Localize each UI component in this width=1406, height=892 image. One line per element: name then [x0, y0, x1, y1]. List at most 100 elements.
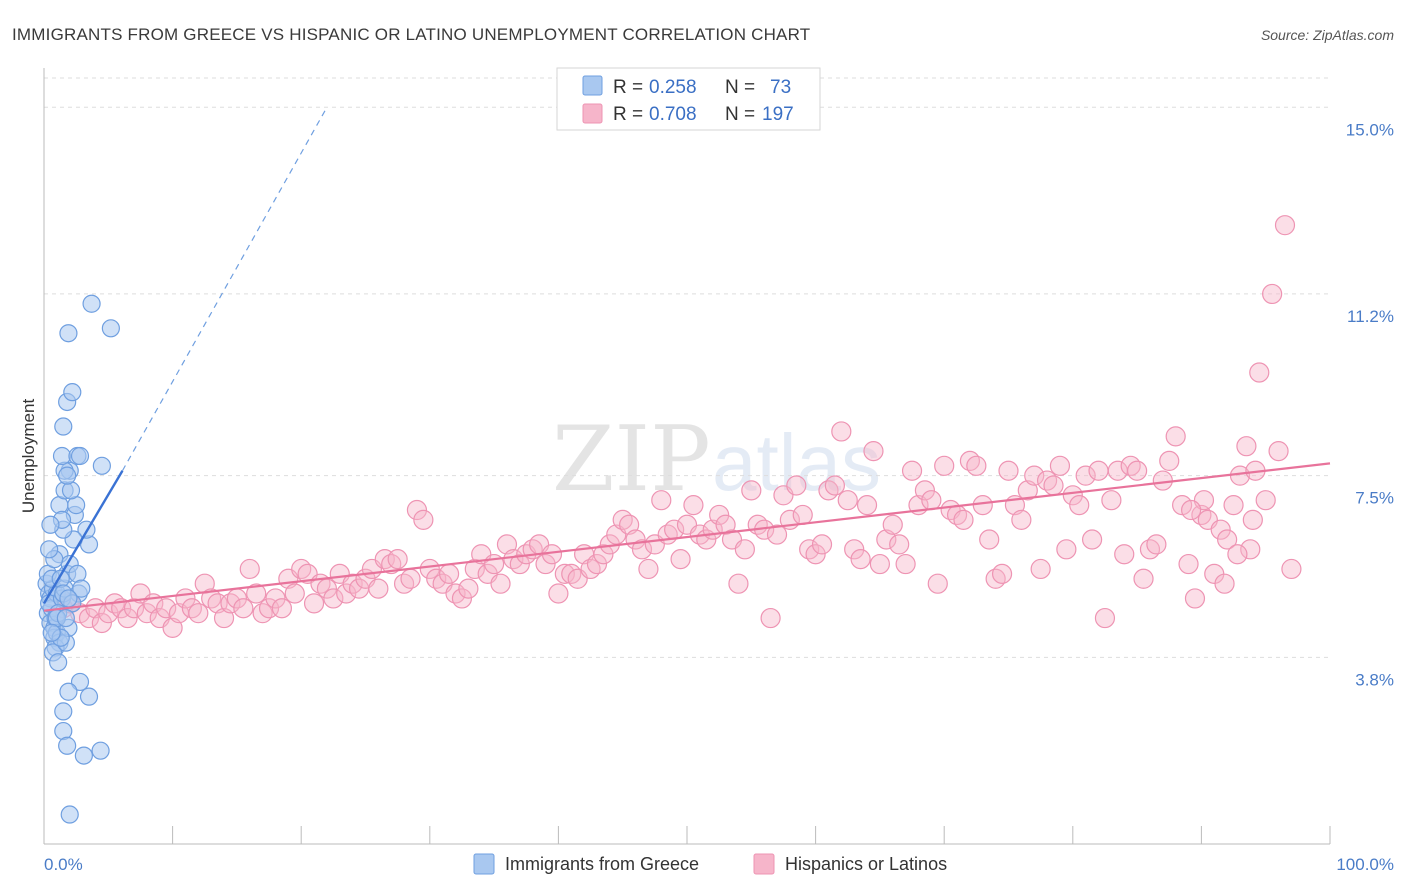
data-point-hispanics: [284, 583, 305, 604]
data-point-greece: [54, 417, 73, 436]
data-point-hispanics: [863, 440, 884, 462]
data-point-hispanics: [1114, 544, 1135, 565]
data-point-hispanics: [438, 563, 460, 584]
y-axis-tick-labels: 3.8% 7.5% 11.2% 15.0%: [1346, 120, 1394, 689]
data-point-hispanics: [265, 588, 286, 609]
data-point-hispanics: [844, 539, 865, 560]
data-point-greece: [70, 672, 90, 692]
data-point-hispanics: [1075, 465, 1096, 486]
series-legend: Immigrants from Greece Hispanics or Lati…: [473, 853, 947, 875]
data-point-hispanics: [554, 563, 575, 584]
series-greece-trendline-extension: [121, 106, 328, 472]
data-point-hispanics: [927, 573, 948, 594]
data-point-greece: [58, 466, 77, 485]
data-point-hispanics: [586, 553, 608, 575]
data-point-hispanics: [213, 607, 235, 629]
data-point-hispanics: [831, 421, 852, 442]
data-point-hispanics: [271, 598, 293, 619]
bottom-legend-label-greece: Immigrants from Greece: [505, 854, 699, 874]
data-point-hispanics: [1094, 607, 1116, 629]
legend-r-label-greece: R =: [613, 77, 643, 98]
legend-n-value-greece: 73: [770, 77, 791, 98]
data-point-hispanics: [889, 534, 910, 555]
data-point-greece: [52, 446, 72, 466]
data-point-hispanics: [1056, 539, 1077, 560]
data-point-hispanics: [876, 529, 897, 550]
data-point-hispanics: [78, 607, 100, 629]
data-point-hispanics: [741, 480, 762, 501]
data-point-hispanics: [368, 578, 389, 599]
data-point-hispanics: [760, 607, 781, 629]
legend-r-value-greece: 0.258: [649, 77, 697, 98]
data-point-greece: [70, 446, 90, 466]
data-point-greece: [54, 702, 73, 721]
data-point-hispanics: [715, 514, 736, 535]
data-point-hispanics: [1030, 558, 1051, 580]
series-greece-points: [37, 294, 120, 824]
data-point-hispanics: [1236, 436, 1257, 457]
data-point-hispanics: [901, 460, 923, 481]
watermark-zip: ZIP: [552, 407, 711, 512]
data-point-hispanics: [631, 539, 653, 560]
data-point-hispanics: [1217, 529, 1238, 550]
data-point-hispanics: [1165, 426, 1186, 447]
x-tick-label-min: 0.0%: [44, 855, 83, 874]
data-point-hispanics: [548, 583, 569, 604]
data-point-hispanics: [709, 504, 730, 526]
data-point-hispanics: [683, 495, 704, 516]
data-point-hispanics: [490, 573, 511, 594]
data-point-hispanics: [619, 514, 640, 535]
data-point-hispanics: [914, 480, 936, 501]
correlation-legend: R = 0.258 N = 73 R = 0.708 N = 197: [556, 67, 821, 131]
data-point-hispanics: [856, 495, 878, 516]
data-point-hispanics: [1146, 534, 1167, 555]
data-point-hispanics: [239, 558, 260, 580]
data-point-hispanics: [162, 617, 183, 638]
data-point-hispanics: [1268, 440, 1289, 462]
data-point-hispanics: [458, 578, 479, 599]
data-point-hispanics: [1088, 460, 1109, 481]
data-point-hispanics: [1062, 485, 1083, 506]
data-point-hispanics: [1227, 544, 1248, 565]
data-point-hispanics: [593, 544, 614, 565]
data-point-hispanics: [921, 490, 942, 511]
data-point-hispanics: [811, 534, 833, 555]
data-point-hispanics: [136, 603, 157, 624]
data-point-greece: [59, 682, 78, 701]
data-point-greece: [56, 608, 75, 628]
data-point-hispanics: [786, 475, 807, 496]
data-point-hispanics: [766, 524, 788, 545]
data-point-hispanics: [387, 549, 408, 570]
series-hispanics-trendline: [43, 462, 1331, 612]
data-point-hispanics: [1133, 568, 1154, 589]
series-greece-trendline: [42, 470, 124, 604]
data-point-hispanics: [117, 607, 138, 629]
data-point-hispanics: [1152, 470, 1173, 491]
y-tick-label: 11.2%: [1347, 307, 1394, 326]
legend-n-label-hispanics: N =: [725, 104, 755, 125]
data-point-hispanics: [991, 563, 1013, 584]
data-point-hispanics: [728, 573, 749, 594]
data-point-hispanics: [670, 549, 691, 570]
data-point-hispanics: [824, 475, 845, 496]
x-tick-label-max: 100.0%: [1336, 855, 1394, 874]
data-point-hispanics: [1024, 465, 1045, 486]
chart-title: IMMIGRANTS FROM GREECE VS HISPANIC OR LA…: [12, 25, 810, 44]
data-point-greece: [101, 319, 120, 338]
data-point-hispanics: [1249, 362, 1270, 383]
data-point-hispanics: [413, 509, 434, 530]
data-point-hispanics: [464, 558, 485, 580]
data-point-hispanics: [246, 583, 267, 604]
data-point-greece: [92, 456, 111, 475]
data-point-hispanics: [91, 612, 112, 634]
data-point-hispanics: [233, 598, 254, 619]
data-point-greece: [59, 589, 78, 608]
data-point-hispanics: [509, 553, 530, 575]
data-point-hispanics: [303, 593, 325, 614]
data-point-hispanics: [535, 553, 556, 575]
data-point-greece: [91, 741, 110, 760]
data-point-hispanics: [1281, 558, 1302, 580]
data-point-hispanics: [1011, 509, 1032, 530]
x-axis-ticks: [172, 826, 1331, 844]
